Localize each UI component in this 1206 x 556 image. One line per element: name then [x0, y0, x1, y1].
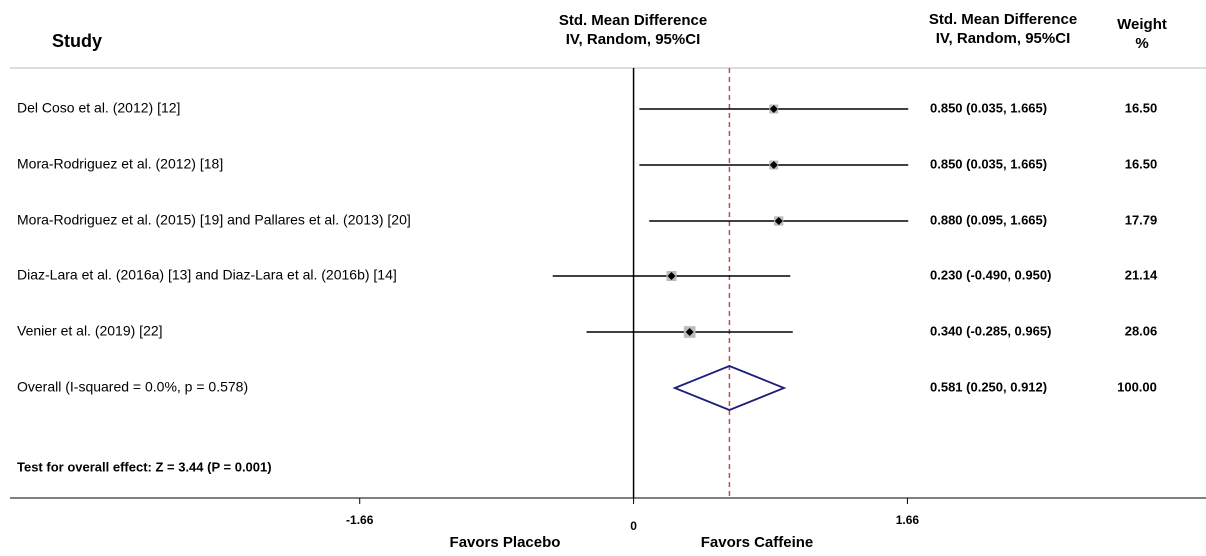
study-label: Mora-Rodriguez et al. (2012) [18]	[17, 156, 223, 172]
weight-label: 100.00	[1117, 379, 1157, 394]
test-text: Test for overall effect: Z = 3.44 (P = 0…	[17, 459, 272, 474]
weight-label: 28.06	[1125, 323, 1158, 338]
overall-label: Overall (I-squared = 0.0%, p = 0.578)	[17, 379, 248, 395]
x-tick-label: -1.66	[346, 513, 374, 527]
x-axis-label: Favors Caffeine	[701, 534, 814, 551]
ci-label: 0.230 (-0.490, 0.950)	[930, 267, 1051, 282]
point-estimate	[667, 272, 676, 280]
weight-header: %	[1135, 35, 1148, 52]
study-label: Mora-Rodriguez et al. (2015) [19] and Pa…	[17, 212, 411, 228]
ci-label: 0.880 (0.095, 1.665)	[930, 212, 1047, 227]
point-estimate	[774, 217, 783, 225]
x-tick-label: 0	[630, 519, 637, 533]
point-estimate	[685, 328, 694, 336]
weight-label: 17.79	[1125, 212, 1158, 227]
study-label: Del Coso et al. (2012) [12]	[17, 100, 180, 116]
ci-header: Std. Mean Difference	[929, 11, 1077, 28]
overall-diamond	[672, 365, 787, 411]
ci-label: 0.581 (0.250, 0.912)	[930, 379, 1047, 394]
ci-label: 0.850 (0.035, 1.665)	[930, 100, 1047, 115]
x-axis-label: Favors Placebo	[450, 534, 561, 551]
weight-label: 16.50	[1125, 100, 1158, 115]
ci-label: 0.340 (-0.285, 0.965)	[930, 323, 1051, 338]
weight-label: 16.50	[1125, 156, 1158, 171]
study-label: Diaz-Lara et al. (2016a) [13] and Diaz-L…	[17, 267, 397, 283]
x-tick-label: 1.66	[896, 513, 920, 527]
weight-label: 21.14	[1125, 267, 1158, 282]
study-label: Venier et al. (2019) [22]	[17, 323, 163, 339]
point-estimate	[769, 161, 778, 169]
weight-header: Weight	[1117, 16, 1167, 33]
point-estimate	[769, 105, 778, 113]
plot-header: Std. Mean Difference	[559, 12, 707, 29]
study-header: Study	[52, 31, 102, 51]
ci-header: IV, Random, 95%CI	[936, 30, 1071, 47]
plot-header: IV, Random, 95%CI	[566, 31, 701, 48]
ci-label: 0.850 (0.035, 1.665)	[930, 156, 1047, 171]
